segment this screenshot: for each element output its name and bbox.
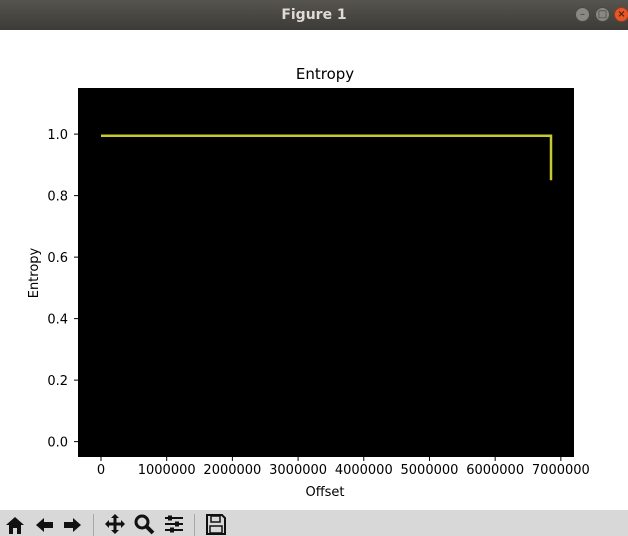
figure-canvas: Entropy 0 1000000 2000000 3000000 4000000 500… [0,30,628,510]
navigation-toolbar [0,510,628,536]
x-tick-label: 2000000 [203,463,261,478]
chart-title: Entropy [296,65,354,83]
y-tick-label: 0.2 [47,374,68,389]
window-title: Figure 1 [281,7,347,23]
configure-subplots-button[interactable] [161,513,187,536]
x-tick-label: 7000000 [532,463,590,478]
maximize-button[interactable]: □ [595,7,610,22]
x-tick-label: 4000000 [335,463,393,478]
floppy-disk-icon [206,514,226,535]
arrow-left-icon [36,518,53,532]
x-axis-label: Offset [305,485,344,500]
magnifier-icon [134,514,155,535]
minimize-icon: – [580,8,585,20]
move-icon [105,514,125,534]
arrow-right-icon [64,518,81,532]
entropy-chart: Entropy 0 1000000 2000000 3000000 4000000 500… [27,65,590,500]
x-tick-label: 6000000 [466,463,524,478]
pan-button[interactable] [102,513,128,536]
entropy-series-line [101,134,553,181]
y-tick-label: 0.8 [47,190,68,205]
zoom-button[interactable] [131,513,157,536]
minimize-button[interactable]: – [575,7,590,22]
home-button[interactable] [2,513,28,536]
x-tick-label: 0 [97,463,105,478]
y-tick-label: 0.0 [47,436,68,451]
toolbar-separator [194,514,195,536]
back-button[interactable] [31,513,57,536]
home-icon [6,517,24,534]
window-titlebar: Figure 1 – □ × [0,0,628,30]
maximize-icon: □ [597,8,608,20]
sliders-icon [165,515,183,533]
y-tick-label: 1.0 [47,128,68,143]
close-icon: × [617,8,626,20]
y-tick-label: 0.4 [47,313,68,328]
save-button[interactable] [203,513,229,536]
forward-button[interactable] [60,513,86,536]
toolbar-separator [93,514,94,536]
y-tick-label: 0.6 [47,251,68,266]
plot-area [78,88,574,457]
y-axis-label: Entropy [27,247,42,298]
x-tick-label: 1000000 [138,463,196,478]
close-button[interactable]: × [614,7,628,22]
x-tick-label: 5000000 [401,463,459,478]
x-tick-label: 3000000 [269,463,327,478]
